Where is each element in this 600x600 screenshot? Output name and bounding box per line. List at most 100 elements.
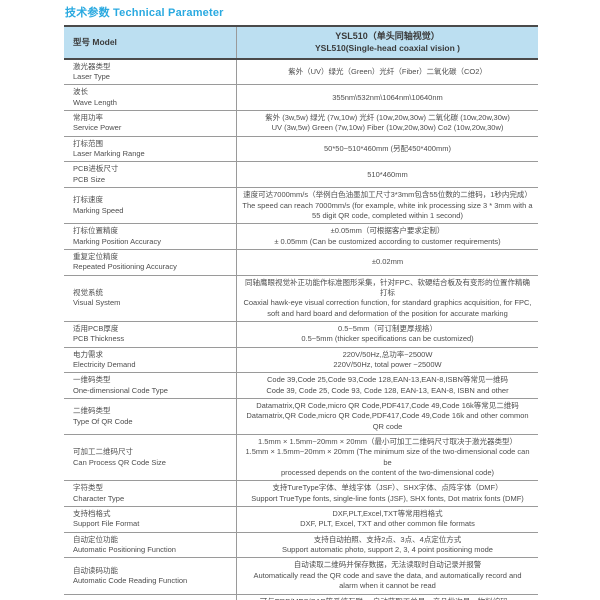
product-name-line-en: YSL510(Single-head coaxial vision ) xyxy=(314,42,461,53)
row-label-en: Repeated Positioning Accuracy xyxy=(73,262,177,272)
row-label-cn: 打标速度 xyxy=(73,195,103,205)
row-label: 波长 Wave Length xyxy=(64,84,237,112)
value-line: Support TrueType fonts, single-line font… xyxy=(251,493,524,503)
value-line: 220V/50Hz,总功率~2500W xyxy=(342,349,433,359)
row-label-en: Wave Length xyxy=(73,97,117,107)
row-label: 字符类型 Character Type xyxy=(64,480,237,508)
row-label: 重复定位精度 Repeated Positioning Accuracy xyxy=(64,249,237,276)
table-row: 打标速度 Marking Speed 速度可达7000mm/s（举例白色油墨加工… xyxy=(64,187,538,225)
row-value: 紫外（UV）绿光（Green）光纤（Fiber）二氧化碳（CO2） xyxy=(236,58,538,86)
page-title: 技术参数 Technical Parameter xyxy=(65,7,224,19)
header-product-name: YSL510（单头同轴视觉） YSL510(Single-head coaxia… xyxy=(236,26,538,60)
row-label-en: One-dimensional Code Type xyxy=(73,385,168,395)
value-line: 支持自动拍照、支持2点、3点、4点定位方式 xyxy=(313,534,462,544)
row-label: 视觉系统 Visual System xyxy=(64,275,237,322)
table-row: 视觉系统 Visual System 同轴鹰眼视觉补正功能作标准图形采集，针对F… xyxy=(64,275,538,322)
row-label: 打标范围 Laser Marking Range xyxy=(64,136,237,163)
value-line: 紫外 (3w,5w) 绿光 (7w,10w) 光纤 (10w,20w,30w) … xyxy=(265,113,510,123)
row-label-en: PCB Thickness xyxy=(73,334,125,344)
row-label-cn: 适用PCB厚度 xyxy=(73,323,119,333)
row-label: 打标速度 Marking Speed xyxy=(64,187,237,225)
table-row: 二维码类型 Type Of QR Code Datamatrix,QR Code… xyxy=(64,398,538,436)
row-label-cn: 重复定位精度 xyxy=(73,251,118,261)
row-label-cn: 常用功率 xyxy=(73,113,103,123)
row-label: 二维码类型 Type Of QR Code xyxy=(64,398,237,436)
parameter-table: 型号 Model YSL510（单头同轴视觉） YSL510(Single-he… xyxy=(64,25,538,600)
row-label-cn: 一维码类型 xyxy=(73,375,111,385)
value-line: 自动读取二维码并保存数据，无法读取时自动记录并报警 xyxy=(293,560,482,570)
row-value: 支持自动拍照、支持2点、3点、4点定位方式 Support automatic p… xyxy=(236,532,538,559)
value-line: The speed can reach 7000mm/s (for exampl… xyxy=(242,200,533,210)
row-label-en: Laser Marking Range xyxy=(73,149,145,159)
value-line: 1.5mm × 1.5mm~20mm × 20mm（最小可加工二维码尺寸取决于激… xyxy=(258,437,517,447)
value-line: Coaxial hawk-eye visual correction funct… xyxy=(243,298,532,308)
row-label: 打标位置精度 Marking Position Accuracy xyxy=(64,223,237,250)
table-row: 电力需求 Electricity Demand 220V/50Hz,总功率~25… xyxy=(64,347,538,374)
row-label-en: Character Type xyxy=(73,493,125,503)
value-line: 0.5~5mm（可订制更厚规格） xyxy=(338,323,437,333)
table-row: 智能生产功能 Intelligent Production Function 可… xyxy=(64,594,538,600)
value-line: soft and hard board and deformation of t… xyxy=(267,308,508,318)
value-line: processed depends on the content of the … xyxy=(280,468,495,478)
value-line: DXF, PLT, Excel, TXT and other common fi… xyxy=(300,519,475,529)
value-line: Code 39, Code 25, Code 93, Code 128, EAN… xyxy=(266,385,509,395)
row-value: DXF,PLT,Excel,TXT等常用档格式 DXF, PLT, Excel, … xyxy=(236,506,538,533)
product-name-line-cn: YSL510（单头同轴视觉） xyxy=(335,31,440,41)
row-label-cn: 打标范围 xyxy=(73,138,103,148)
row-label-en: Automatic Code Reading Function xyxy=(73,576,188,585)
value-line: 支持TureType字体、单线字体（JSF）、SHX字体、点阵字体（DMF） xyxy=(272,483,503,493)
row-label-cn: 视觉系统 xyxy=(73,287,103,297)
row-value: 510*460mm xyxy=(236,161,538,189)
value-line: 55 digit QR code, completed within 1 sec… xyxy=(312,210,463,220)
row-value: 速度可达7000mm/s（举例白色油墨加工尺寸3*3mm包含55位数的二维码，1… xyxy=(236,187,538,225)
row-label-cn: 二维码类型 xyxy=(73,406,111,416)
value-line: Automatically read the QR code and save … xyxy=(253,570,522,580)
table-row: 波长 Wave Length 355nm\532nm\1064nm\10640n… xyxy=(64,84,538,112)
row-label-en: Marking Position Accuracy xyxy=(73,236,161,246)
value-line: 速度可达7000mm/s（举例白色油墨加工尺寸3*3mm包含55位数的二维码，1… xyxy=(243,190,532,200)
row-label-cn: 字符类型 xyxy=(73,483,103,493)
row-value: 自动读取二维码并保存数据，无法读取时自动记录并报警 Automatically r… xyxy=(236,557,538,595)
table-row: 重复定位精度 Repeated Positioning Accuracy ±0.… xyxy=(64,249,538,276)
row-value: 50*50~510*460mm (另配450*400mm) xyxy=(236,136,538,163)
table-row: 常用功率 Service Power 紫外 (3w,5w) 绿光 (7w,10w… xyxy=(64,110,538,137)
row-label-cn: 打标位置精度 xyxy=(73,226,118,236)
row-value: 可与ERP/MES/SAP等系统互联 ，自动获取工单号、产品批次号、物料编码、品… xyxy=(236,594,538,600)
table-row: 自动读码功能 Automatic Code Reading Function 自… xyxy=(64,557,538,595)
table-row: 打标位置精度 Marking Position Accuracy ±0.05mm… xyxy=(64,223,538,250)
table-row: 支持档格式 Support File Format DXF,PLT,Excel,… xyxy=(64,506,538,533)
value-line: 紫外（UV）绿光（Green）光纤（Fiber）二氧化碳（CO2） xyxy=(288,66,487,76)
value-line: 355nm\532nm\1064nm\10640nm xyxy=(332,92,443,102)
table-row: 打标范围 Laser Marking Range 50*50~510*460mm… xyxy=(64,136,538,163)
row-value: ±0.05mm（可根据客户要求定制） ± 0.05mm (Can be custo… xyxy=(236,223,538,250)
row-label-cn: 自动定位功能 xyxy=(73,534,118,544)
row-value: Code 39,Code 25,Code 93,Code 128,EAN-13,… xyxy=(236,372,538,400)
row-label: 自动读码功能 Automatic Code Reading Function xyxy=(64,557,237,595)
row-label-en: Can Process QR Code Size xyxy=(73,457,166,467)
row-label-en: Support File Format xyxy=(73,519,140,529)
row-label-en: Visual System xyxy=(73,298,121,308)
row-label-en: Electricity Demand xyxy=(73,359,136,369)
row-label: 智能生产功能 Intelligent Production Function xyxy=(64,594,237,600)
value-line: 同轴鹰眼视觉补正功能作标准图形采集，针对FPC、软硬结合板及有变形的位置作精确打… xyxy=(245,277,530,297)
row-value: 220V/50Hz,总功率~2500W 220V/50Hz, total powe… xyxy=(236,347,538,374)
row-label-cn: 支持档格式 xyxy=(73,509,111,519)
value-line: 510*460mm xyxy=(367,169,408,179)
row-label-en: Service Power xyxy=(73,123,122,133)
row-label-en: PCB Size xyxy=(73,174,106,184)
row-value: ±0.02mm xyxy=(236,249,538,276)
row-label-en: Type Of QR Code xyxy=(73,416,133,426)
row-value: 0.5~5mm（可订制更厚规格） 0.5~5mm (thicker specifi… xyxy=(236,321,538,348)
value-line: ± 0.05mm (Can be customized according to… xyxy=(274,236,501,246)
row-value: 355nm\532nm\1064nm\10640nm xyxy=(236,84,538,112)
row-label: PCB进板尺寸 PCB Size xyxy=(64,161,237,189)
row-label: 支持档格式 Support File Format xyxy=(64,506,237,533)
table-row: 可加工二维码尺寸 Can Process QR Code Size 1.5mm … xyxy=(64,434,538,482)
value-line: 220V/50Hz, total power ~2500W xyxy=(333,359,442,369)
table-row: 一维码类型 One-dimensional Code Type Code 39,… xyxy=(64,372,538,400)
row-label: 自动定位功能 Automatic Positioning Function xyxy=(64,532,237,559)
row-label-en: Automatic Positioning Function xyxy=(73,545,176,555)
row-label-en: Laser Type xyxy=(73,72,110,82)
value-line: UV (3w,5w) Green (7w,10w) Fiber (10w,20w… xyxy=(271,123,504,133)
table-row: 自动定位功能 Automatic Positioning Function 支持… xyxy=(64,532,538,559)
